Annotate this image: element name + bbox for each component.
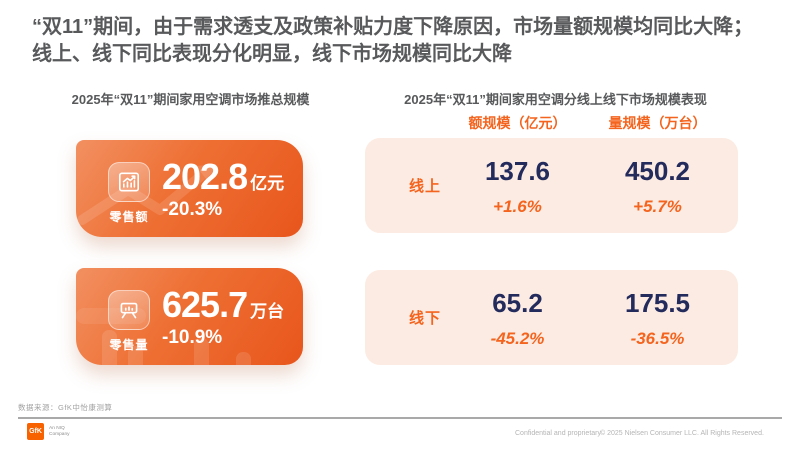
gfk-logo: GfK xyxy=(27,423,44,440)
copyright-text: © 2025 Nielsen Consumer LLC. All Rights … xyxy=(600,430,764,437)
kpi-card-retail-volume: 零售量 625.7 万台 -10.9% xyxy=(76,268,303,365)
gfk-logo-text: GfK xyxy=(29,428,42,435)
slide-title: “双11”期间，由于需求透支及政策补贴力度下降原因，市场量额规模均同比大降； 线… xyxy=(32,14,782,68)
table-row-offline: 线下 65.2 -45.2% 175.5 -36.5% xyxy=(365,270,738,365)
online-volume-change: +5.7% xyxy=(633,197,682,216)
kpi-value-block: 202.8 亿元 -20.3% xyxy=(162,158,284,221)
online-amount-value: 137.6 xyxy=(484,156,551,186)
kpi-card-label: 零售额 xyxy=(109,210,149,224)
column-header-volume: 量规模（万台） xyxy=(608,115,707,131)
column-header-amount: 额规模（亿元） xyxy=(468,115,567,131)
bar-chart-icon xyxy=(108,162,150,202)
kpi-unit: 亿元 xyxy=(250,174,285,193)
footer-divider xyxy=(18,417,782,419)
offline-volume-value: 175.5 xyxy=(624,288,691,318)
kpi-icon-block: 零售量 xyxy=(106,290,152,353)
kpi-change: -20.3% xyxy=(162,199,223,220)
kpi-card-retail-value: 零售额 202.8 亿元 -20.3% xyxy=(76,140,303,237)
kpi-value: 625.7 xyxy=(162,284,248,325)
cell-offline-volume: 175.5 -36.5% xyxy=(580,289,735,349)
gfk-logo-subtitle: An NIQ Company xyxy=(49,426,70,437)
right-panel-header: 2025年“双11”期间家用空调分线上线下市场规模表现 xyxy=(404,92,707,107)
data-source-note: 数据来源：GfK中怡康测算 xyxy=(18,403,113,412)
cell-online-amount: 137.6 +1.6% xyxy=(440,157,595,217)
slide-title-line1: “双11”期间，由于需求透支及政策补贴力度下降原因，市场量额规模均同比大降； xyxy=(32,16,754,38)
kpi-icon-block: 零售额 xyxy=(106,162,152,225)
online-volume-value: 450.2 xyxy=(624,156,691,186)
table-row-online: 线上 137.6 +1.6% 450.2 +5.7% xyxy=(365,138,738,233)
confidential-text: Confidential and proprietary xyxy=(515,430,601,437)
slide-title-line2: 线上、线下同比表现分化明显，线下市场规模同比大降 xyxy=(32,43,512,65)
kpi-value: 202.8 xyxy=(162,156,248,197)
kpi-change: -10.9% xyxy=(162,327,223,348)
kpi-value-block: 625.7 万台 -10.9% xyxy=(162,286,284,349)
row-label-online: 线上 xyxy=(408,178,441,195)
kpi-unit: 万台 xyxy=(250,302,285,321)
online-amount-change: +1.6% xyxy=(493,197,542,216)
left-panel-header: 2025年“双11”期间家用空调市场推总规模 xyxy=(71,92,310,107)
row-label-offline: 线下 xyxy=(408,310,441,327)
cell-offline-amount: 65.2 -45.2% xyxy=(440,289,595,349)
kpi-card-label: 零售量 xyxy=(109,338,149,352)
table-column-headers: 额规模（亿元） 量规模（万台） xyxy=(365,113,738,131)
offline-amount-change: -45.2% xyxy=(490,329,545,348)
presentation-board-icon xyxy=(108,290,150,330)
offline-amount-value: 65.2 xyxy=(492,288,543,318)
offline-volume-change: -36.5% xyxy=(630,329,685,348)
cell-online-volume: 450.2 +5.7% xyxy=(580,157,735,217)
